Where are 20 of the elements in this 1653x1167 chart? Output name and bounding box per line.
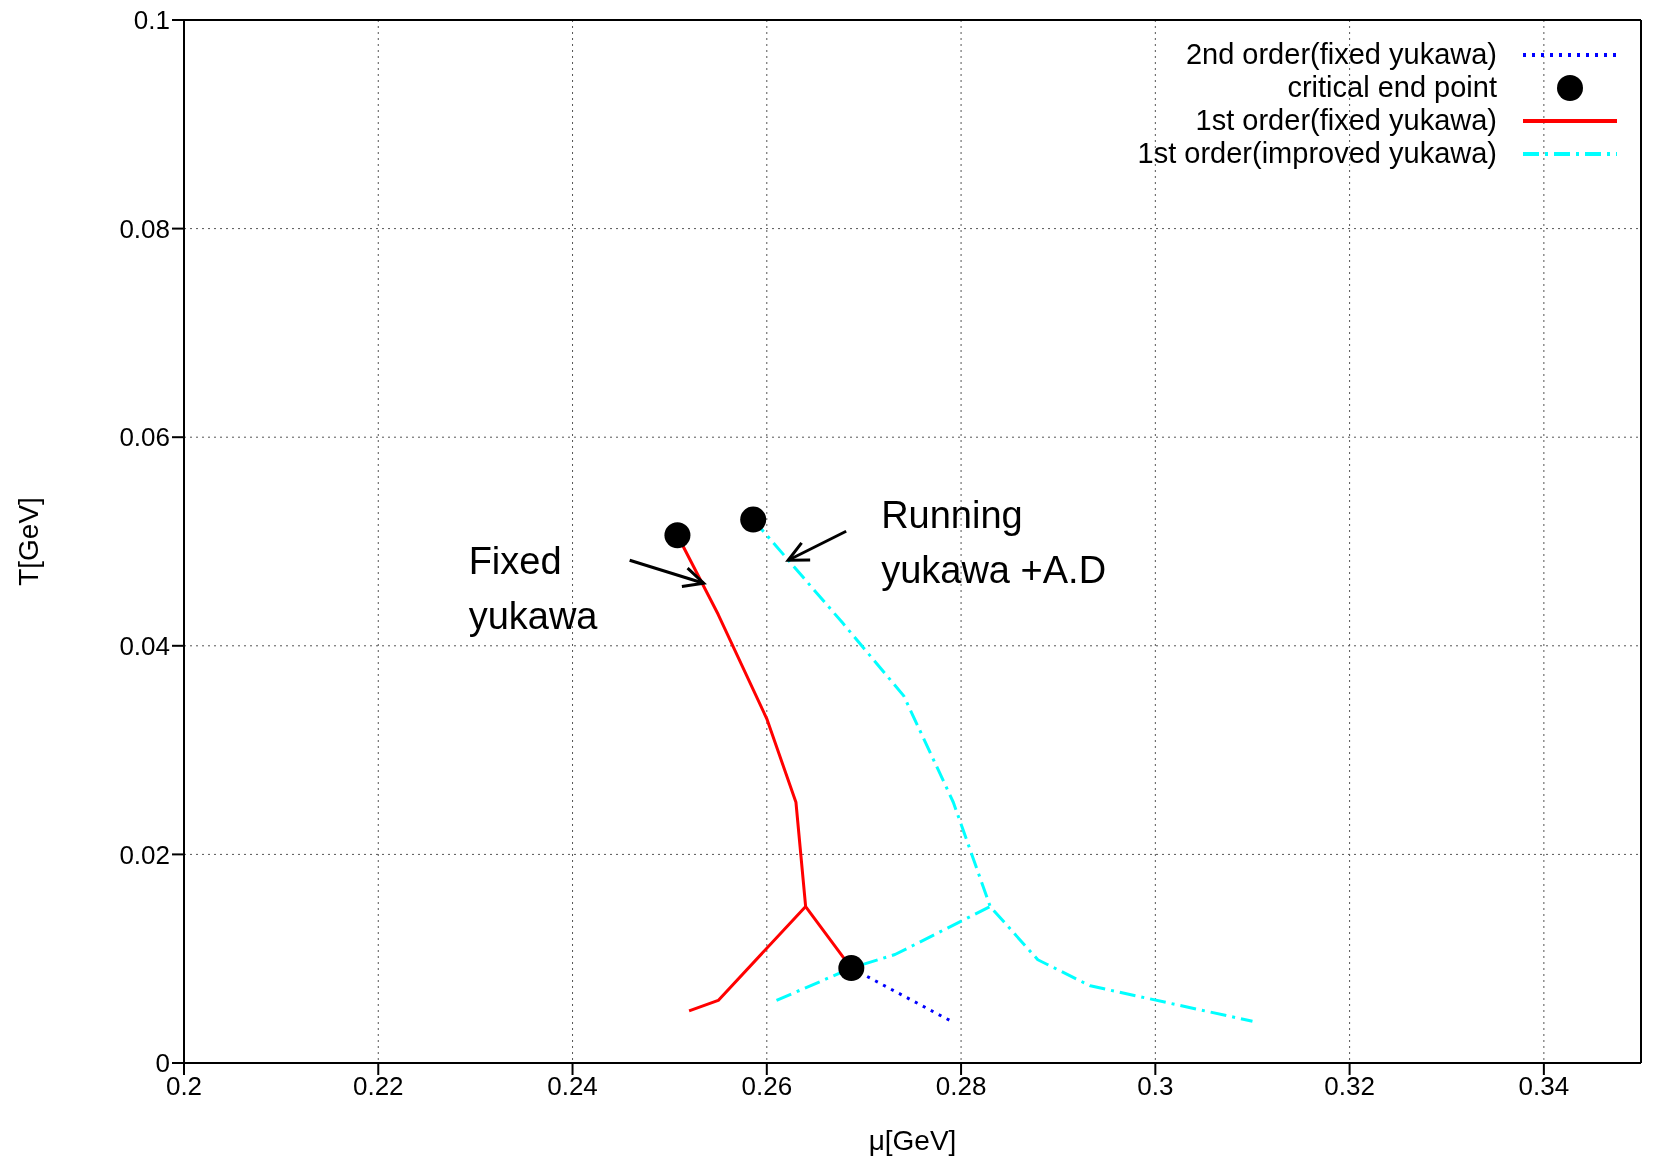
legend-label: 2nd order(fixed yukawa)	[1185, 38, 1497, 71]
y-tick-label: 0.02	[119, 839, 170, 870]
x-tick-label: 0.28	[935, 1071, 987, 1102]
annotation: Fixed yukawa	[468, 540, 599, 638]
y-tick-label: 0.1	[133, 5, 170, 36]
x-tick-label: 0.3	[1137, 1071, 1174, 1102]
x-tick-label: 0.32	[1324, 1071, 1375, 1102]
x-tick-label: 0.34	[1518, 1071, 1570, 1102]
x-tick-label: 0.24	[547, 1071, 598, 1102]
x-axis-title: μ[GeV]	[868, 1125, 957, 1156]
y-tick-label: 0.04	[119, 631, 170, 662]
legend-label: critical end point	[1287, 71, 1497, 104]
annotation: Running yukawa +A.D	[881, 494, 1107, 592]
legend-label: 1st order(improved yukawa)	[1137, 137, 1497, 170]
x-tick-label: 0.22	[352, 1071, 404, 1102]
y-axis-title: T[GeV]	[12, 497, 44, 586]
legend-label: 1st order(fixed yukawa)	[1195, 104, 1497, 137]
x-tick-label: 0.26	[741, 1071, 793, 1102]
y-tick-label: 0.08	[119, 213, 170, 244]
y-tick-label: 0.06	[119, 422, 170, 453]
